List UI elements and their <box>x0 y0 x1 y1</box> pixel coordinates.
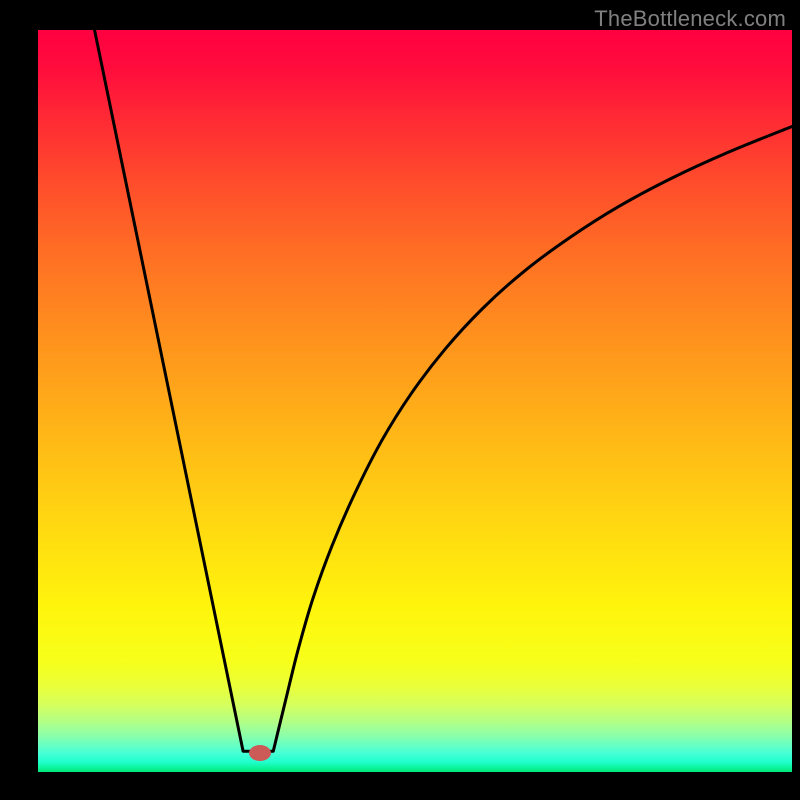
chart-plot-area <box>38 30 792 772</box>
bottleneck-curve <box>38 30 792 772</box>
watermark-label: TheBottleneck.com <box>594 6 786 32</box>
optimal-point-marker <box>249 745 271 761</box>
